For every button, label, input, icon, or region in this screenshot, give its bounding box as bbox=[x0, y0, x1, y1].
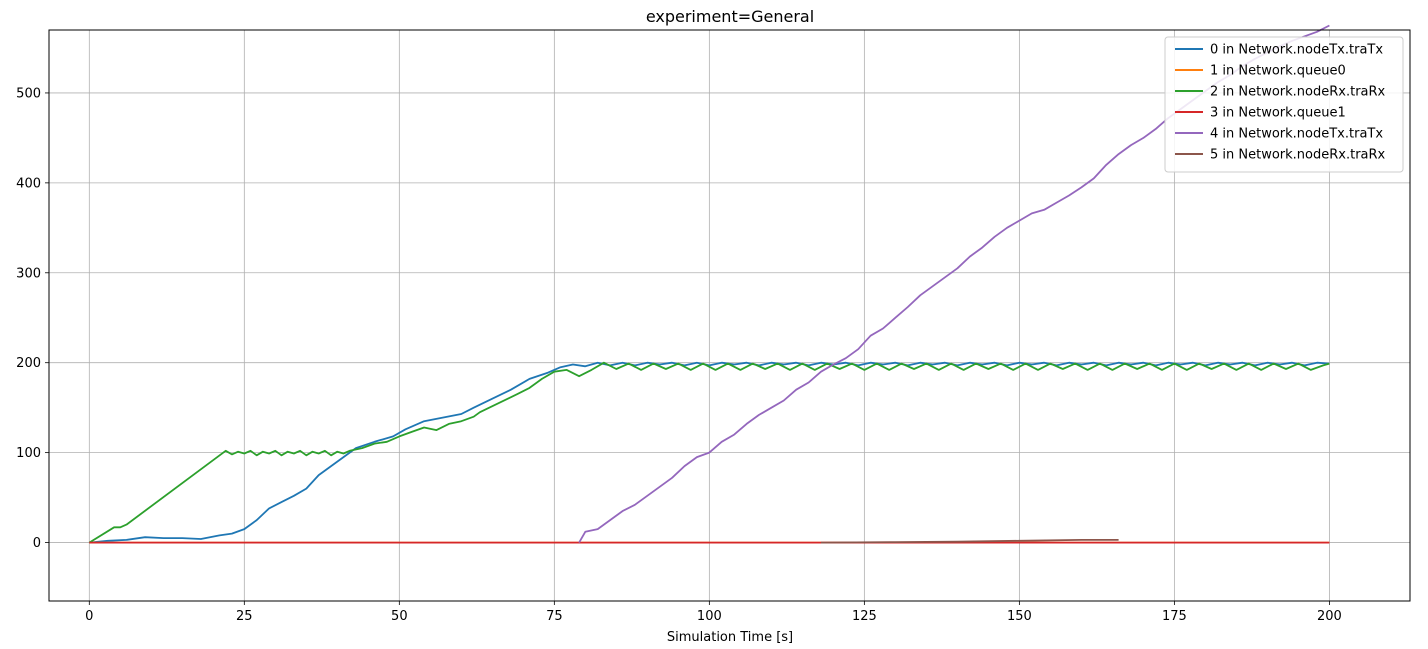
y-tick-label: 100 bbox=[16, 446, 41, 461]
y-tick-label: 200 bbox=[16, 356, 41, 371]
x-tick-label: 25 bbox=[236, 609, 253, 624]
x-tick-label: 75 bbox=[546, 609, 563, 624]
x-tick-label: 175 bbox=[1162, 609, 1187, 624]
y-tick-label: 0 bbox=[33, 536, 41, 551]
legend-label: 2 in Network.nodeRx.traRx bbox=[1210, 85, 1386, 100]
legend-label: 4 in Network.nodeTx.traTx bbox=[1210, 127, 1383, 142]
legend-label: 1 in Network.queue0 bbox=[1210, 64, 1346, 79]
legend: 0 in Network.nodeTx.traTx 1 in Network.qu… bbox=[1164, 36, 1404, 173]
y-tick-label: 400 bbox=[16, 176, 41, 191]
x-tick-label: 0 bbox=[85, 609, 93, 624]
series-line-5 bbox=[820, 539, 1119, 544]
series-line-2 bbox=[88, 361, 1330, 544]
legend-label: 5 in Network.nodeRx.traRx bbox=[1210, 148, 1386, 163]
y-tick-label: 300 bbox=[16, 266, 41, 281]
x-tick-label: 150 bbox=[1007, 609, 1032, 624]
x-tick-label: 200 bbox=[1317, 609, 1342, 624]
chart-title: experiment=General bbox=[646, 7, 814, 26]
legend-label: 0 in Network.nodeTx.traTx bbox=[1210, 43, 1383, 58]
x-tick-label: 100 bbox=[697, 609, 722, 624]
x-axis-label: Simulation Time [s] bbox=[667, 630, 793, 645]
axes: 0 25 50 75 100 125 150 175 200 0 100 200 300 400 500 bbox=[16, 86, 1342, 624]
x-tick-label: 125 bbox=[852, 609, 877, 624]
plot-frame bbox=[48, 29, 1411, 602]
legend-label: 3 in Network.queue1 bbox=[1210, 106, 1346, 121]
legend-box bbox=[1164, 36, 1404, 173]
x-tick-label: 50 bbox=[391, 609, 408, 624]
y-tick-label: 500 bbox=[16, 86, 41, 101]
